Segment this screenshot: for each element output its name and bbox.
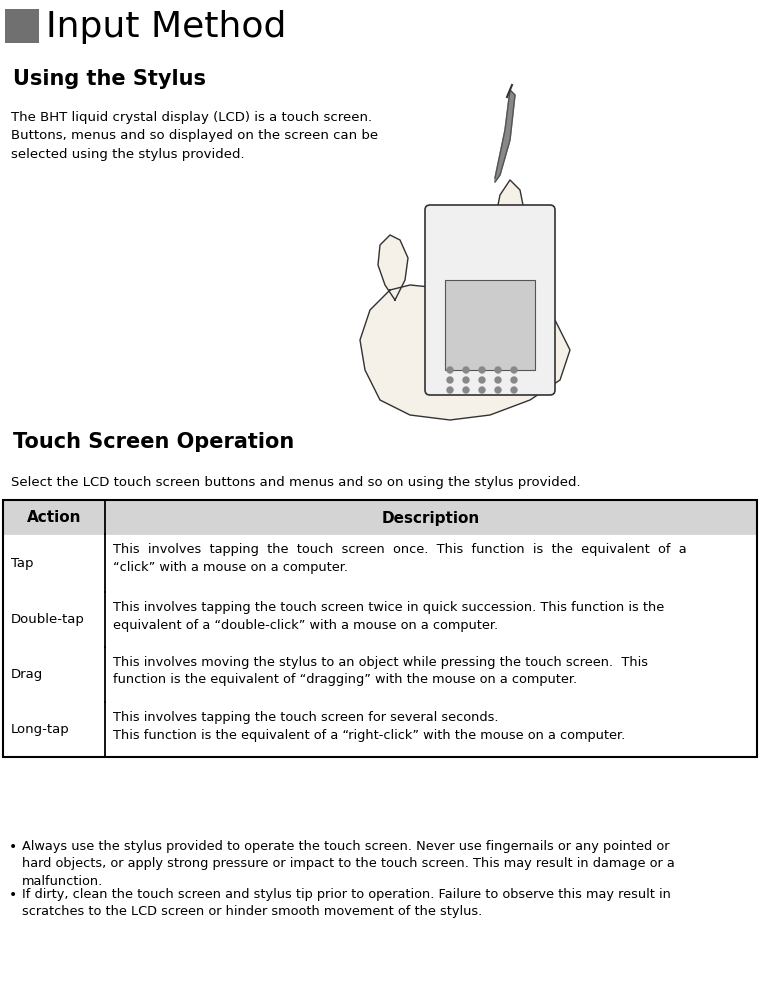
Bar: [3, 500, 757, 757]
Bar: [3, 534, 757, 592]
Circle shape: [479, 367, 485, 373]
Circle shape: [495, 387, 501, 393]
Circle shape: [463, 387, 469, 393]
Text: Drag: Drag: [11, 668, 43, 681]
Bar: [3, 500, 757, 534]
Text: Action: Action: [27, 510, 81, 525]
Polygon shape: [495, 180, 525, 295]
Circle shape: [447, 377, 453, 383]
Polygon shape: [360, 285, 570, 420]
Text: •: •: [9, 840, 17, 854]
Polygon shape: [453, 220, 475, 293]
Text: Double-tap: Double-tap: [11, 613, 85, 626]
Bar: [3, 702, 757, 757]
Text: Tap: Tap: [11, 556, 33, 569]
Text: Long-tap: Long-tap: [11, 723, 70, 736]
Bar: [445, 280, 535, 370]
Text: The BHT liquid crystal display (LCD) is a touch screen.
Buttons, menus and so di: The BHT liquid crystal display (LCD) is …: [11, 111, 378, 161]
Text: Input Method: Input Method: [46, 10, 287, 44]
Polygon shape: [378, 235, 408, 300]
Text: •: •: [9, 888, 17, 902]
Circle shape: [463, 367, 469, 373]
Text: If dirty, clean the touch screen and stylus tip prior to operation. Failure to o: If dirty, clean the touch screen and sty…: [22, 888, 671, 918]
Text: This involves tapping the touch screen for several seconds.
This function is the: This involves tapping the touch screen f…: [113, 711, 625, 741]
Text: Using the Stylus: Using the Stylus: [13, 69, 206, 89]
Circle shape: [479, 377, 485, 383]
Bar: [3, 592, 757, 647]
Bar: [5, 9, 39, 43]
Bar: [3, 647, 757, 702]
Bar: [3, 420, 757, 462]
Circle shape: [495, 377, 501, 383]
Text: Select the LCD touch screen buttons and menus and so on using the stylus provide: Select the LCD touch screen buttons and …: [11, 476, 581, 489]
Text: Description: Description: [382, 510, 480, 525]
Text: This involves moving the stylus to an object while pressing the touch screen.  T: This involves moving the stylus to an ob…: [113, 656, 648, 686]
Circle shape: [463, 377, 469, 383]
Circle shape: [479, 387, 485, 393]
Bar: [3, 57, 757, 99]
Polygon shape: [495, 90, 515, 182]
Text: Always use the stylus provided to operate the touch screen. Never use fingernail: Always use the stylus provided to operat…: [22, 840, 675, 888]
Circle shape: [511, 387, 517, 393]
Circle shape: [511, 367, 517, 373]
Text: Touch Screen Operation: Touch Screen Operation: [13, 432, 294, 452]
FancyBboxPatch shape: [425, 205, 555, 395]
Circle shape: [495, 367, 501, 373]
Polygon shape: [483, 213, 505, 286]
Circle shape: [447, 387, 453, 393]
Circle shape: [511, 377, 517, 383]
Text: This involves tapping the touch screen twice in quick succession. This function : This involves tapping the touch screen t…: [113, 601, 664, 631]
Circle shape: [447, 367, 453, 373]
Text: This  involves  tapping  the  touch  screen  once.  This  function  is  the  equ: This involves tapping the touch screen o…: [113, 543, 686, 573]
Polygon shape: [468, 217, 490, 290]
